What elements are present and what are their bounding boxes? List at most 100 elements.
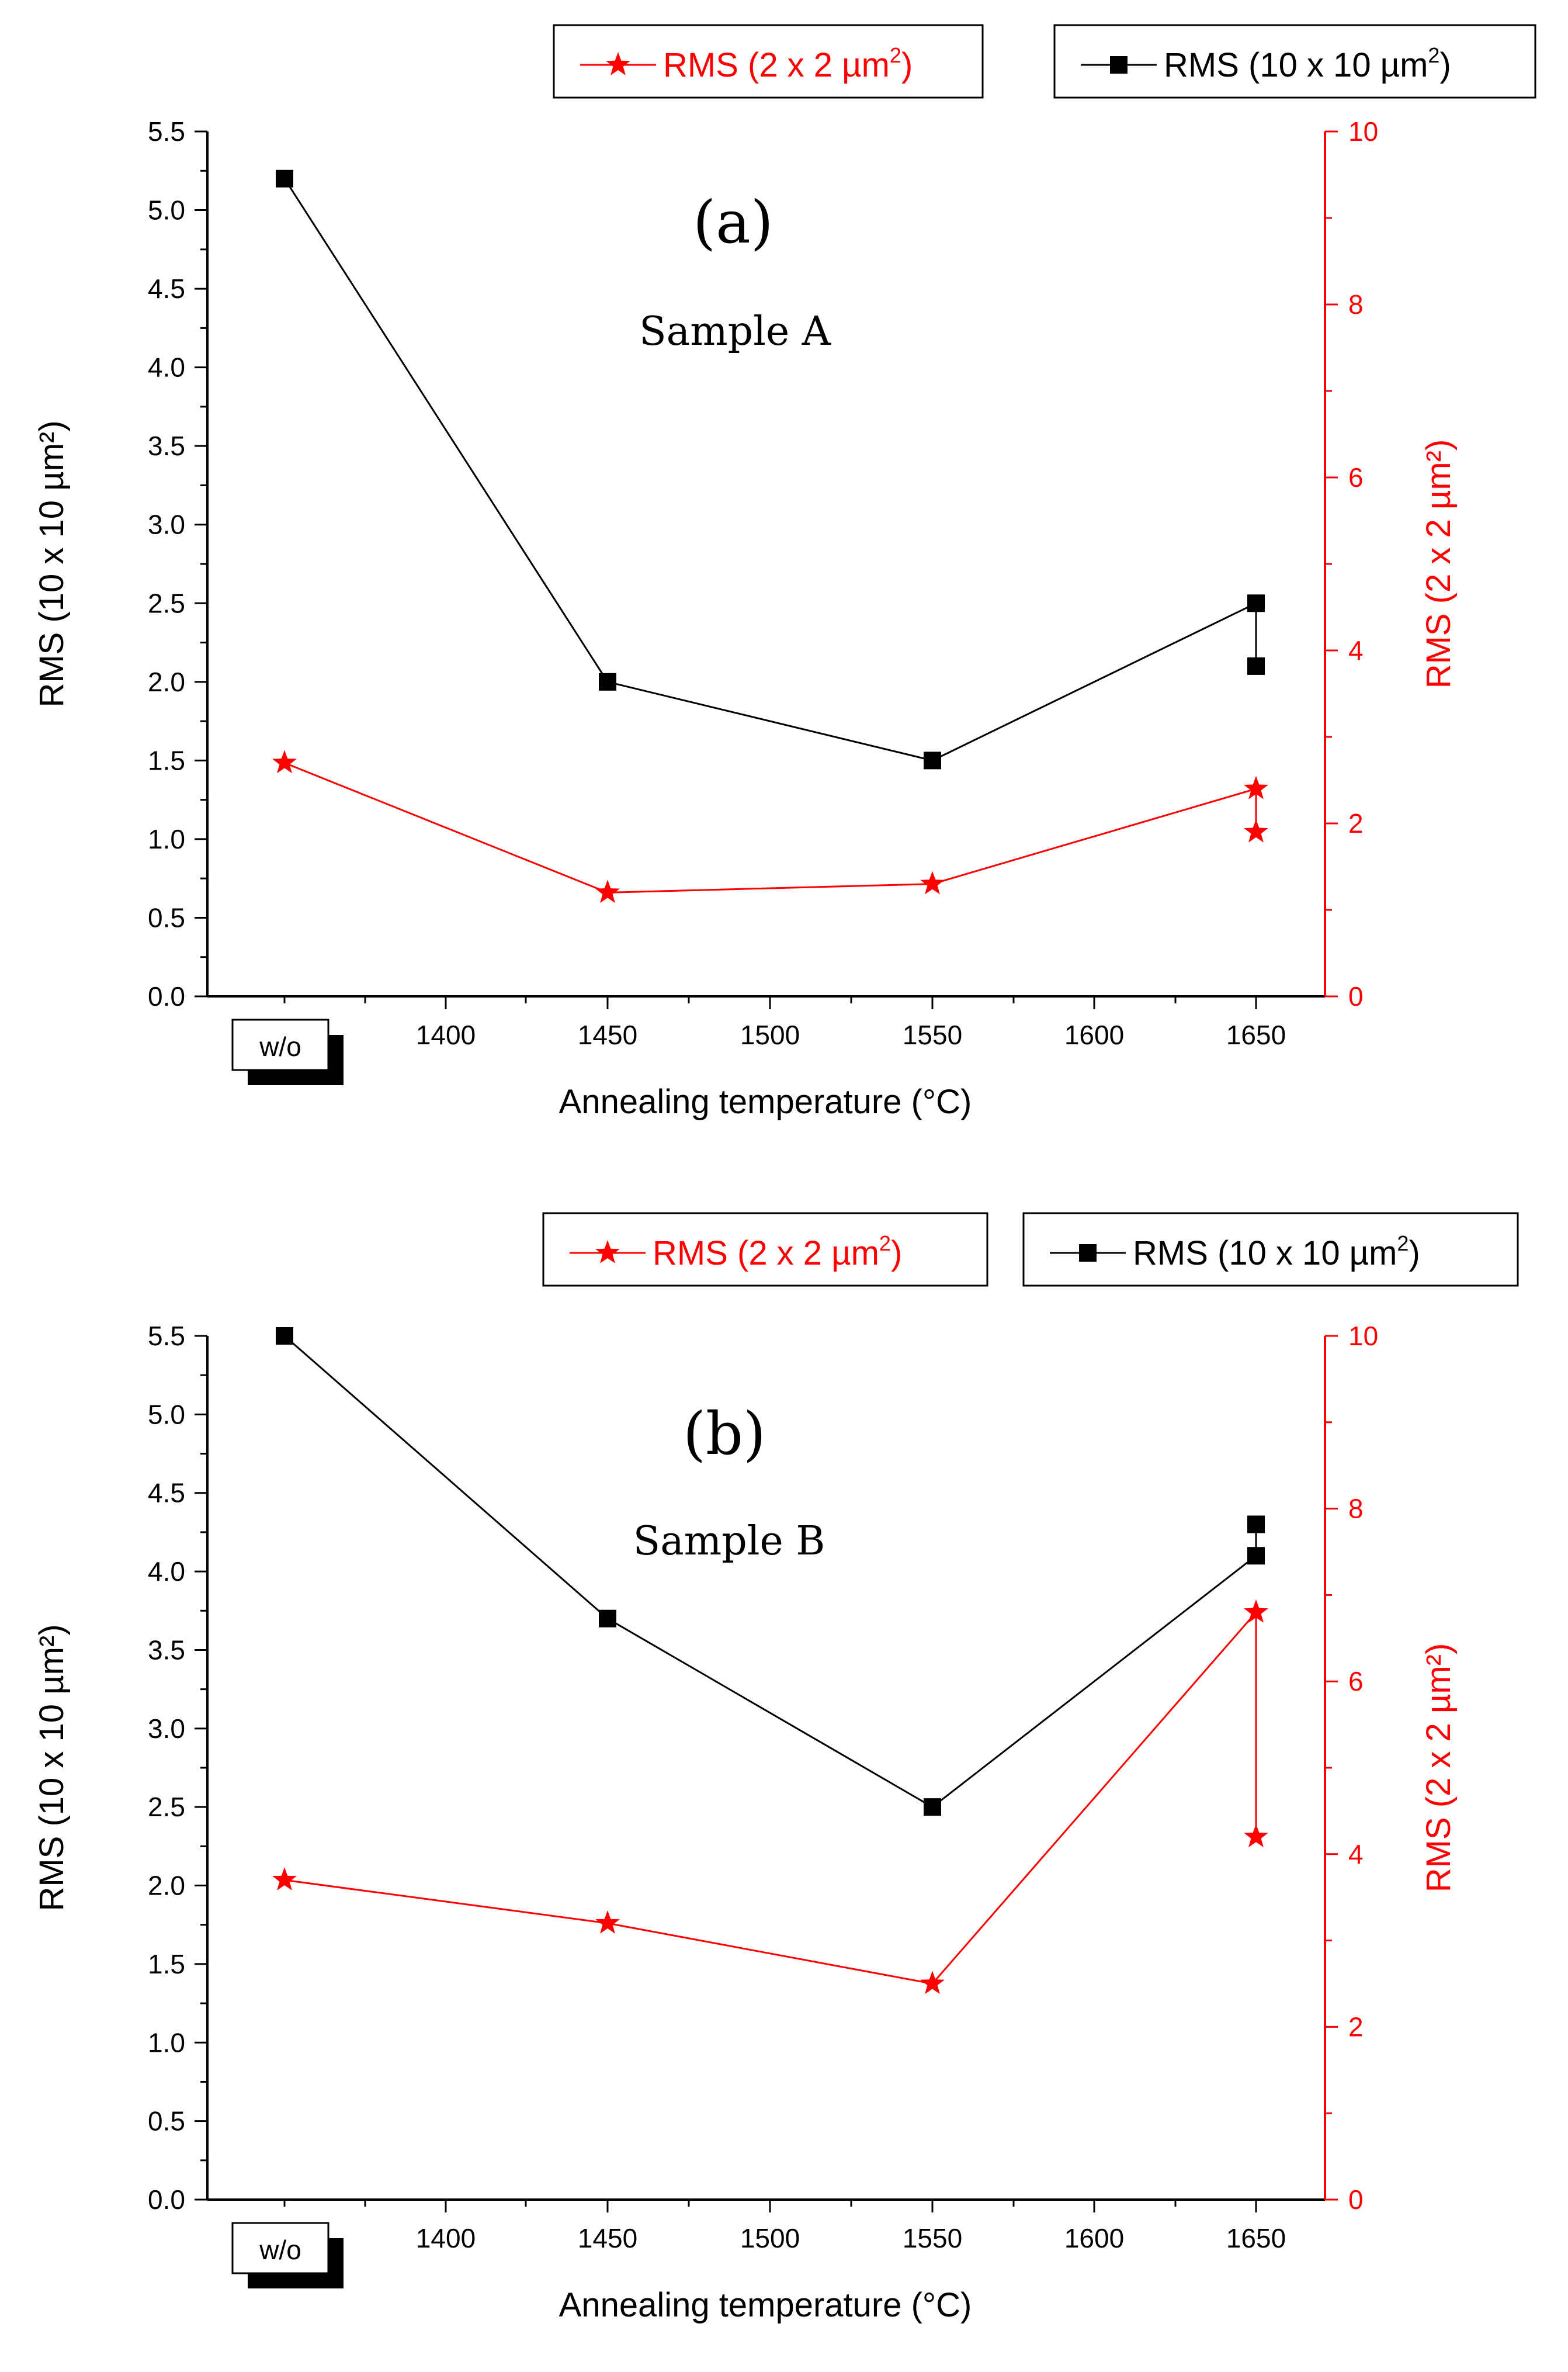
left-tick-label: 2.0 [148,1871,185,1901]
right-tick-label: 8 [1348,289,1364,320]
right-tick-label: 0 [1348,981,1364,1012]
data-point-star [272,1867,297,1890]
legend-star-marker [595,1240,620,1263]
legend-box [1053,24,1536,99]
data-point-square [599,1609,616,1627]
right-tick-label: 6 [1348,462,1364,493]
category-label-box [231,1019,329,1071]
x-tick-label: 1500 [740,2223,800,2253]
left-tick-label: 5.0 [148,195,185,226]
red-series-line [284,762,1257,894]
legend-label-sup: 2 [879,1231,891,1255]
x-axis-title: Annealing temperature (°C) [559,2286,972,2324]
legend-star-marker [606,52,630,75]
right-tick-label: 6 [1348,1666,1364,1696]
legend-label: RMS (2 x 2 µm2) [653,1231,902,1272]
data-point-square [924,1798,941,1816]
right-tick-label: 10 [1348,116,1378,147]
data-point-star [1244,1599,1268,1623]
data-point-square [276,169,293,188]
black-series-line [283,178,1257,761]
x-tick-label: 1550 [903,2223,962,2253]
panel-subtitle: Sample A [639,309,831,355]
x-tick-label: 1400 [416,1020,476,1050]
left-axis-title: RMS (10 x 10 µm²) [33,1624,71,1911]
data-point-star [1244,1824,1268,1847]
legend-label-main: RMS (2 x 2 µm [663,46,890,84]
right-axis-title: RMS (2 x 2 µm²) [1420,439,1458,689]
legend-square-marker [1079,1244,1097,1262]
left-tick-label: 1.5 [148,1949,185,1979]
x-tick-label: 1600 [1064,1020,1124,1050]
left-tick-label: 4.0 [148,352,185,383]
left-tick-label: 2.0 [148,667,185,697]
data-point-square [1247,594,1265,612]
legend-label-sup: 2 [1397,1231,1409,1255]
left-tick-label: 5.0 [148,1399,185,1429]
x-tick-label: 1450 [578,2223,637,2253]
category-label-box [231,2222,329,2274]
x-tick-label: 1600 [1064,2223,1124,2253]
x-category-label: w/o [259,2235,301,2265]
legend-item-rms-10x10: RMS (10 x 10 µm2) [1053,24,1536,99]
legend-item-rms-2x2: RMS (2 x 2 µm2) [542,1212,988,1287]
legend-box [1022,1212,1519,1287]
legend-label-close: ) [891,1234,902,1272]
legend-square-marker [1110,56,1128,74]
chart-panel-a: 0.0 0.5 1.0 1.5 2.0 2.5 3.0 3.5 4.0 4.5 5.0 5.5 0 2 4 6… [33,24,1536,1121]
legend-label-close: ) [1439,46,1451,84]
right-axis-title: RMS (2 x 2 µm²) [1420,1643,1458,1893]
data-point-star [595,1910,620,1934]
right-tick-label: 2 [1348,2011,1364,2042]
left-tick-label: 3.0 [148,1713,185,1744]
x-tick-label: 1650 [1226,2223,1286,2253]
left-tick-label: 1.0 [148,2027,185,2058]
data-point-star [920,871,945,895]
left-tick-label: 0.0 [148,981,185,1012]
left-tick-label: 5.5 [148,1321,185,1351]
legend-label-main: RMS (10 x 10 µm [1133,1234,1397,1272]
left-tick-label: 0.5 [148,902,185,933]
x-axis-title: Annealing temperature (°C) [559,1083,972,1121]
data-point-square [1247,1515,1265,1533]
data-point-square [276,1327,293,1345]
left-tick-label: 1.5 [148,745,185,775]
legend-item-rms-10x10: RMS (10 x 10 µm2) [1022,1212,1519,1287]
x-tick-label: 1400 [416,2223,476,2253]
legend-label: RMS (2 x 2 µm2) [663,43,913,84]
x-tick-label: 1650 [1226,1020,1286,1050]
data-point-square [1247,657,1265,675]
right-tick-label: 4 [1348,1839,1364,1869]
left-tick-label: 4.5 [148,1478,185,1508]
legend-item-rms-2x2: RMS (2 x 2 µm2) [553,24,984,99]
right-tick-label: 8 [1348,1494,1364,1524]
data-point-star [920,1971,945,1994]
legend-label-close: ) [901,46,913,84]
data-point-star [272,750,297,774]
left-tick-label: 0.0 [148,2184,185,2215]
data-point-star [1244,775,1268,799]
chart-panel-b: 0.0 0.5 1.0 1.5 2.0 2.5 3.0 3.5 4.0 4.5 5.0 5.5 0 2 4 6… [33,1212,1519,2324]
x-category-label: w/o [259,1031,301,1062]
left-tick-label: 5.5 [148,116,185,147]
data-point-square [924,752,941,770]
left-tick-label: 3.0 [148,510,185,540]
x-tick-label: 1450 [578,1020,637,1050]
right-tick-label: 4 [1348,635,1364,666]
legend-label-sup: 2 [890,43,901,67]
left-tick-label: 2.5 [148,1792,185,1822]
legend-label-close: ) [1409,1234,1420,1272]
left-tick-label: 4.5 [148,273,185,304]
right-tick-label: 0 [1348,2184,1364,2215]
left-tick-label: 0.5 [148,2106,185,2136]
legend-label: RMS (10 x 10 µm2) [1133,1231,1420,1272]
left-tick-label: 3.5 [148,431,185,461]
left-tick-label: 3.5 [148,1635,185,1665]
left-tick-label: 2.5 [148,588,185,618]
legend-label-main: RMS (10 x 10 µm [1164,46,1428,84]
legend-label: RMS (10 x 10 µm2) [1164,43,1451,84]
left-tick-label: 4.0 [148,1556,185,1587]
x-tick-label: 1500 [740,1020,800,1050]
x-tick-label: 1550 [903,1020,962,1050]
panel-title: (b) [683,1400,766,1468]
